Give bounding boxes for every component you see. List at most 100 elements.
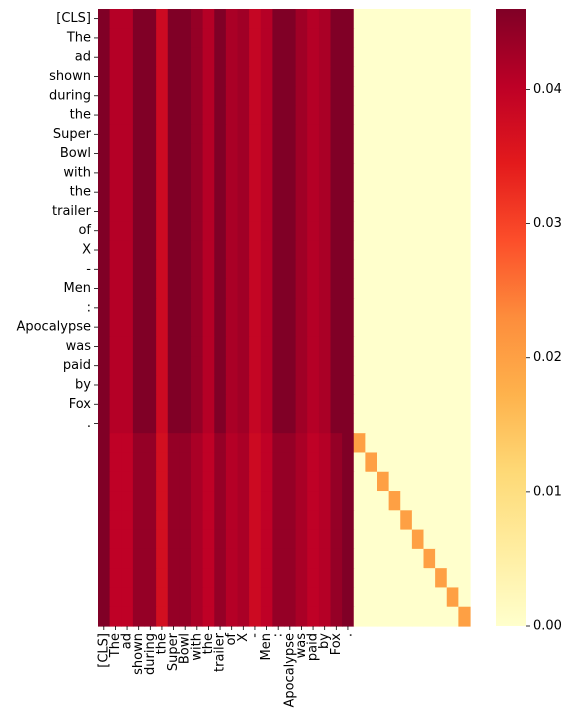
heatmap-cell xyxy=(388,548,401,569)
heatmap-cell xyxy=(353,201,366,222)
heatmap-cell xyxy=(295,413,308,434)
heatmap-cell xyxy=(365,28,378,49)
heatmap-cell xyxy=(167,413,180,434)
heatmap-cell xyxy=(295,28,308,49)
heatmap-cell xyxy=(318,259,332,280)
heatmap-cell xyxy=(121,529,134,550)
y-tick-label: Apocalypse xyxy=(16,320,91,335)
heatmap-cell xyxy=(272,587,285,608)
heatmap-cell xyxy=(330,510,343,531)
heatmap-cell xyxy=(156,529,169,550)
heatmap-cell xyxy=(353,548,366,569)
heatmap-cell xyxy=(179,529,192,550)
heatmap-cell xyxy=(458,433,471,454)
heatmap-cell xyxy=(179,568,192,589)
heatmap-cell xyxy=(237,394,250,415)
heatmap-cell xyxy=(330,471,343,492)
heatmap-cell xyxy=(214,163,227,184)
heatmap-cell xyxy=(330,66,343,87)
heatmap-cell xyxy=(179,182,192,203)
heatmap-cell xyxy=(342,529,355,550)
heatmap-cell xyxy=(202,529,215,550)
heatmap-cell xyxy=(109,240,122,261)
heatmap-cell xyxy=(342,491,355,511)
heatmap-cell xyxy=(121,548,134,569)
heatmap-cell xyxy=(214,394,227,415)
heatmap-cell xyxy=(260,317,273,338)
heatmap-cell xyxy=(307,336,320,357)
heatmap-cell xyxy=(342,413,355,434)
heatmap-cell xyxy=(202,356,215,376)
heatmap-cell xyxy=(458,394,471,415)
heatmap-cell xyxy=(249,201,262,222)
heatmap-cell xyxy=(411,587,425,608)
heatmap-cell xyxy=(132,221,146,241)
heatmap-cell xyxy=(284,375,297,396)
heatmap-cell xyxy=(272,9,285,29)
heatmap-cell xyxy=(458,491,471,511)
heatmap-cell xyxy=(249,471,262,492)
heatmap-cell xyxy=(98,433,111,454)
heatmap-cell xyxy=(307,163,320,184)
heatmap-cell xyxy=(446,259,459,280)
heatmap-cell xyxy=(388,221,401,241)
heatmap-cell xyxy=(272,201,285,222)
heatmap-cell xyxy=(411,9,425,29)
heatmap-cell xyxy=(237,433,250,454)
heatmap-cell xyxy=(109,375,122,396)
heatmap-cell xyxy=(435,548,448,569)
heatmap-cell xyxy=(295,259,308,280)
heatmap-cell xyxy=(365,375,378,396)
heatmap-cell xyxy=(377,240,390,261)
heatmap-cell xyxy=(307,143,320,164)
heatmap-cell xyxy=(202,394,215,415)
heatmap-cell xyxy=(388,413,401,434)
heatmap-cell xyxy=(284,587,297,608)
heatmap-cell xyxy=(377,413,390,434)
heatmap-cell xyxy=(179,491,192,511)
heatmap-cell xyxy=(237,201,250,222)
heatmap-cell xyxy=(260,259,273,280)
heatmap-cell xyxy=(109,471,122,492)
heatmap-cell xyxy=(272,491,285,511)
heatmap-cell xyxy=(284,452,297,473)
heatmap-cell xyxy=(295,336,308,357)
heatmap-cell xyxy=(202,105,215,126)
heatmap-cell xyxy=(237,124,250,145)
heatmap-cell xyxy=(342,471,355,492)
heatmap-cell xyxy=(191,375,204,396)
heatmap-cell xyxy=(295,587,308,608)
heatmap-cell xyxy=(353,124,366,145)
y-tick-label: by xyxy=(75,377,91,392)
heatmap-cell xyxy=(446,163,459,184)
heatmap-cell xyxy=(284,317,297,338)
heatmap-cell xyxy=(237,86,250,107)
heatmap-cell xyxy=(458,240,471,261)
heatmap-cell xyxy=(202,413,215,434)
heatmap-cell xyxy=(144,28,157,49)
heatmap-cell xyxy=(156,28,169,49)
heatmap-cell xyxy=(214,201,227,222)
heatmap-cell xyxy=(237,259,250,280)
heatmap-cell xyxy=(260,394,273,415)
heatmap-cell xyxy=(144,47,157,68)
heatmap-cell xyxy=(284,568,297,589)
heatmap-cell xyxy=(377,452,390,473)
heatmap-cell xyxy=(179,105,192,126)
heatmap-cell xyxy=(121,375,134,396)
heatmap-cell xyxy=(388,86,401,107)
heatmap-cell xyxy=(167,452,180,473)
heatmap-cell xyxy=(260,124,273,145)
heatmap-cell xyxy=(446,28,459,49)
heatmap-cell xyxy=(365,143,378,164)
heatmap-cell xyxy=(225,529,239,550)
heatmap-cell xyxy=(342,394,355,415)
heatmap-cell xyxy=(260,105,273,126)
heatmap-cell xyxy=(342,86,355,107)
heatmap-cell xyxy=(388,394,401,415)
heatmap-cell xyxy=(353,356,366,376)
heatmap-cell xyxy=(446,394,459,415)
heatmap-cell xyxy=(423,336,436,357)
heatmap-cell xyxy=(365,471,378,492)
heatmap-cell xyxy=(109,9,122,29)
